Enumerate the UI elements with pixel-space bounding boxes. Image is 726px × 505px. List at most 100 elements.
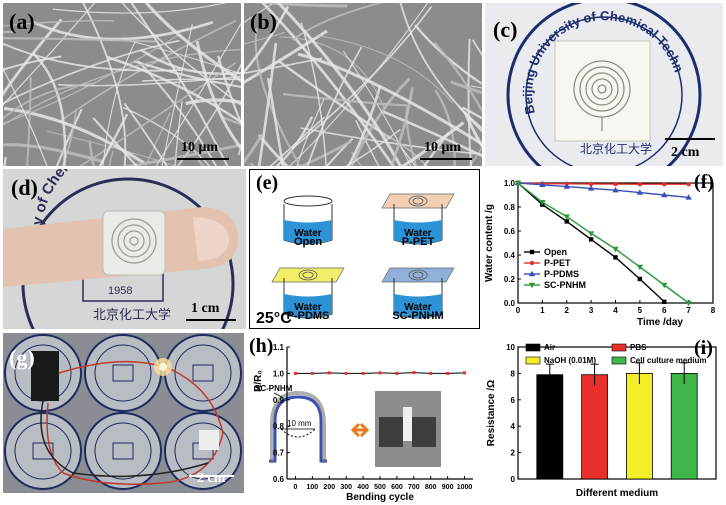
fiber-strand — [350, 77, 411, 166]
y-tick-label: 10 — [506, 343, 515, 352]
data-point — [637, 182, 643, 187]
data-point — [528, 270, 536, 277]
led-circuit-photo — [4, 334, 242, 490]
fiber-strand — [346, 85, 382, 166]
fiber-strand — [254, 27, 302, 166]
data-point — [514, 180, 522, 187]
data-point — [661, 191, 668, 198]
fiber-strand — [389, 87, 414, 166]
beaker-name: P-PET — [402, 236, 435, 248]
fiber-strand — [433, 41, 482, 113]
fiber-strand — [257, 134, 290, 166]
fiber-strand — [414, 24, 482, 86]
data-point — [529, 249, 535, 255]
water-label: Water — [294, 228, 322, 239]
data-point — [395, 371, 399, 375]
cover-film — [381, 193, 455, 209]
data-point — [564, 219, 569, 224]
fiber-strand — [52, 3, 227, 14]
fiber-strand — [463, 111, 482, 149]
y-axis-label: Resistance /Ω — [486, 380, 497, 446]
fiber-strand — [289, 3, 429, 166]
fiber-strand — [3, 37, 156, 43]
fiber-strand — [283, 93, 410, 107]
legend-label: PBS — [630, 343, 647, 352]
fiber-strand — [31, 20, 214, 41]
data-point — [446, 371, 450, 375]
fiber-strand — [145, 112, 171, 166]
bar — [536, 374, 564, 480]
panel-e-schematic: Water Open Water P-PET Water P-PDMS Water SC-PN… — [249, 169, 480, 329]
x-tick-label: 4 — [613, 306, 618, 315]
data-point — [563, 214, 570, 220]
fiber-strand — [275, 116, 314, 166]
finger-illustration: rsity of Chemical 1958 北京化工大学 — [3, 169, 238, 329]
fiber-strand — [142, 78, 241, 82]
panel-a-sem-image: (a) 10 μm — [3, 3, 241, 166]
water-content-chart: 0 1 2 3 4 5 6 7 8 0.0 0.2 0.4 0.6 0.8 1.0 Time /day Wate… — [484, 179, 716, 328]
data-point — [563, 183, 570, 189]
panel-d-photo: rsity of Chemical 1958 北京化工大学 (d) 1 cm — [3, 169, 246, 329]
beaker-name: Open — [294, 236, 322, 248]
panel-b-sem-image: (b) 10 μm — [244, 3, 482, 166]
data-point — [429, 371, 433, 375]
fiber-strand — [133, 60, 241, 88]
water-fill — [394, 294, 442, 318]
fiber-strand — [3, 67, 48, 166]
y-tick-label: 8 — [511, 369, 516, 378]
fiber-strand — [278, 60, 392, 140]
fiber-strand — [434, 89, 456, 166]
series-line — [517, 182, 690, 304]
x-axis-label: Time /day — [637, 317, 683, 328]
legend-swatch — [611, 356, 627, 365]
y-axis-label: R/R₀ — [253, 370, 264, 392]
y-tick-label: 6 — [511, 396, 516, 405]
fiber-strand — [3, 30, 13, 34]
fiber-strand — [400, 121, 465, 166]
x-tick-label: 900 — [442, 484, 454, 491]
fiber-strand — [144, 3, 241, 83]
x-tick-label: 0 — [516, 306, 521, 315]
fiber-strand — [122, 143, 241, 166]
fiber-strand — [195, 40, 241, 151]
fiber-strand — [256, 3, 348, 8]
fiber-strand — [298, 140, 352, 166]
x-tick-label: 800 — [425, 484, 437, 491]
fiber-strand — [123, 102, 168, 166]
fiber-strand — [161, 23, 193, 166]
data-point — [463, 371, 467, 375]
fiber-strand — [98, 113, 129, 166]
resistance-bar-chart: 0 2 4 6 8 10 Air PBS NaOH (0.01M) Cell culture me… — [486, 343, 717, 499]
data-point — [613, 181, 618, 187]
data-point — [636, 189, 644, 195]
fiber-strand — [185, 98, 241, 106]
fiber-strand — [3, 18, 63, 97]
x-tick-label: 5 — [638, 306, 643, 315]
scale-text-b: 10 μm — [424, 140, 462, 155]
panel-g-label: (g) — [9, 345, 35, 370]
fiber-strand — [481, 19, 482, 22]
legend-label: Air — [544, 343, 555, 352]
x-tick-label: 600 — [391, 484, 403, 491]
fiber-strand — [244, 31, 285, 45]
scale-bar-b — [420, 158, 472, 160]
data-point — [361, 371, 365, 375]
panel-f-chart: 0 1 2 3 4 5 6 7 8 0.0 0.2 0.4 0.6 0.8 1.0 Time /day Wate… — [482, 169, 723, 329]
cover-film — [381, 267, 455, 283]
panel-a-label: (a) — [9, 9, 35, 34]
sem-fibers-b — [244, 3, 482, 166]
fiber-strand — [3, 143, 105, 164]
y-tick-label: 0.6 — [504, 227, 516, 236]
legend-swatch — [525, 343, 541, 352]
y-tick-label: 1.0 — [504, 179, 516, 188]
fiber-strand — [3, 39, 180, 105]
data-point — [344, 371, 348, 375]
data-point — [293, 371, 297, 375]
scale-text-d: 1 cm — [191, 301, 220, 316]
y-tick-label: 0.4 — [504, 251, 516, 260]
fiber-strand — [3, 82, 95, 120]
panel-b-label: (b) — [250, 9, 277, 34]
water-beaker-schematic: WaterOpenWaterP-PETWaterP-PDMSWaterSC-PN… — [256, 193, 455, 327]
x-tick-label: 200 — [323, 484, 335, 491]
fiber-strand — [316, 35, 453, 103]
